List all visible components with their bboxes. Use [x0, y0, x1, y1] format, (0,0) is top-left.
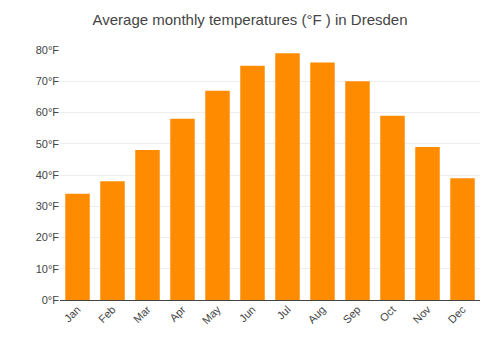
- svg-text:Mar: Mar: [131, 303, 153, 325]
- svg-text:70°F: 70°F: [36, 75, 60, 87]
- svg-text:Sep: Sep: [340, 303, 362, 325]
- svg-text:Aug: Aug: [305, 303, 327, 325]
- svg-text:Nov: Nov: [410, 303, 433, 326]
- svg-text:Feb: Feb: [96, 303, 118, 325]
- svg-text:Jan: Jan: [62, 303, 83, 324]
- svg-text:60°F: 60°F: [36, 106, 60, 118]
- svg-text:Jul: Jul: [274, 303, 292, 321]
- svg-text:Dec: Dec: [445, 303, 468, 326]
- svg-text:50°F: 50°F: [36, 138, 60, 150]
- svg-text:40°F: 40°F: [36, 169, 60, 181]
- svg-text:0°F: 0°F: [42, 294, 60, 306]
- svg-text:May: May: [200, 303, 224, 327]
- svg-text:80°F: 80°F: [36, 44, 60, 56]
- svg-text:Jun: Jun: [237, 303, 258, 324]
- svg-text:30°F: 30°F: [36, 200, 60, 212]
- svg-text:Average monthly temperatures (: Average monthly temperatures (°F ) in Dr…: [92, 11, 407, 28]
- svg-text:Oct: Oct: [377, 303, 398, 324]
- svg-text:Apr: Apr: [167, 303, 188, 324]
- svg-text:20°F: 20°F: [36, 231, 60, 243]
- svg-text:10°F: 10°F: [36, 263, 60, 275]
